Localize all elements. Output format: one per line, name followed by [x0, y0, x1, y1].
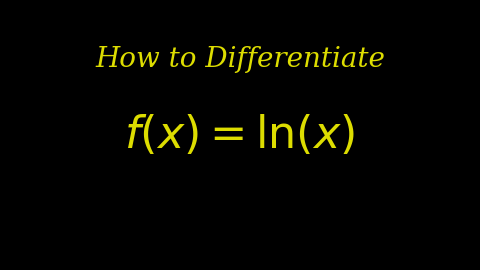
Text: How to Differentiate: How to Differentiate	[95, 46, 385, 73]
Text: $f(x) = \ln(x)$: $f(x) = \ln(x)$	[124, 113, 356, 157]
